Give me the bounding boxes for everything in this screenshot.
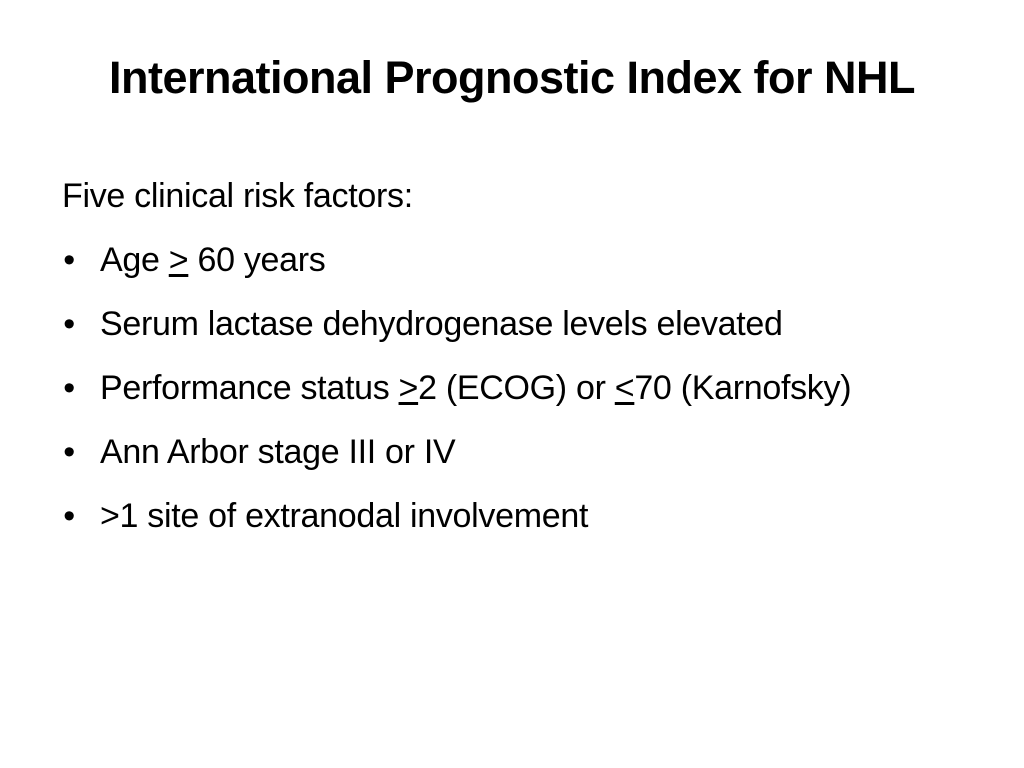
- bullet-icon: •: [63, 241, 75, 279]
- item-text: Age > 60 years: [100, 241, 326, 279]
- list-item: • Performance status >2 (ECOG) or <70 (K…: [62, 362, 962, 414]
- bullet-icon: •: [63, 369, 75, 407]
- list-item: • Age > 60 years: [62, 234, 962, 286]
- item-text: Serum lactase dehydrogenase levels eleva…: [100, 305, 783, 343]
- item-text: Ann Arbor stage III or IV: [100, 433, 456, 471]
- bullet-icon: •: [63, 433, 75, 471]
- bullet-icon: •: [63, 497, 75, 535]
- list-item: • >1 site of extranodal involvement: [62, 490, 962, 542]
- greater-equal-symbol: >: [398, 369, 419, 407]
- less-equal-symbol: <: [614, 369, 635, 407]
- slide-body: Five clinical risk factors: • Age > 60 y…: [62, 170, 962, 554]
- bullet-icon: •: [63, 305, 75, 343]
- item-text: Performance status >2 (ECOG) or <70 (Kar…: [100, 369, 852, 407]
- greater-equal-symbol: >: [168, 241, 189, 279]
- list-item: • Ann Arbor stage III or IV: [62, 426, 962, 478]
- item-text: >1 site of extranodal involvement: [100, 497, 589, 535]
- intro-text: Five clinical risk factors:: [62, 177, 413, 215]
- risk-factor-list: • Age > 60 years • Serum lactase dehydro…: [62, 234, 962, 542]
- slide-title: International Prognostic Index for NHL: [108, 52, 916, 103]
- list-item: • Serum lactase dehydrogenase levels ele…: [62, 298, 962, 350]
